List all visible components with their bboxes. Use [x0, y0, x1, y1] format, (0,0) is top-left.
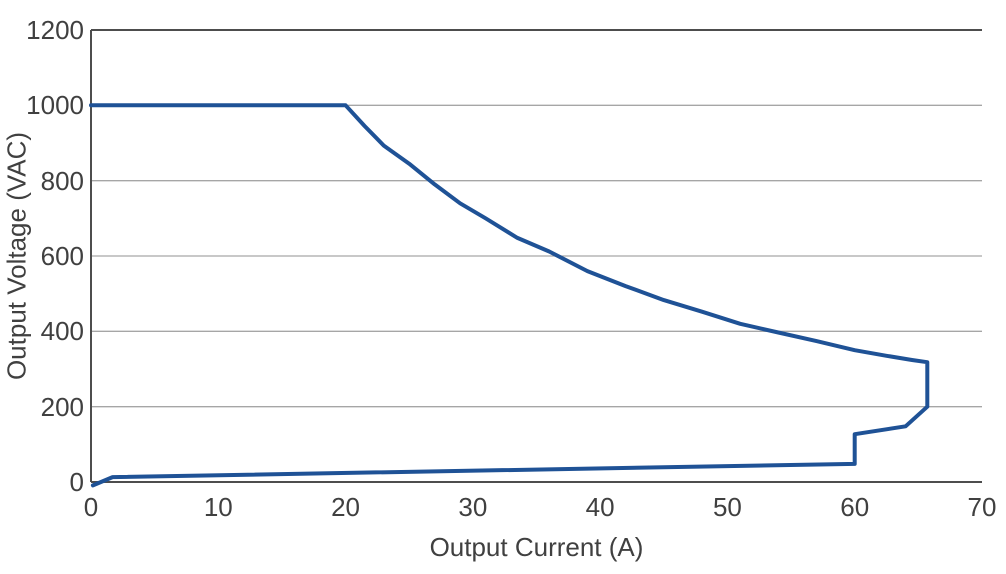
x-tick-label-30: 30	[458, 492, 488, 522]
x-tick-label-40: 40	[585, 492, 615, 522]
voltage-current-operating-envelope-curve	[89, 103, 930, 488]
x-tick-label-50: 50	[712, 492, 742, 522]
y-tick-label-600: 600	[40, 241, 84, 271]
y-tick-label-400: 400	[40, 316, 84, 347]
y-tick-label-1000: 1000	[26, 90, 84, 121]
x-axis-title: Output Current (A)	[429, 532, 644, 562]
x-tick-label-60: 60	[840, 492, 870, 522]
x-tick-label-20: 20	[331, 492, 361, 522]
y-tick-label-0: 0	[69, 467, 84, 497]
y-tick-label-800: 800	[40, 165, 84, 196]
y-tick-label-200: 200	[40, 391, 84, 422]
x-tick-label-70: 70	[967, 492, 997, 522]
x-tick-label-0: 0	[83, 492, 99, 522]
x-tick-label-10: 10	[203, 492, 233, 522]
y-tick-label-1200: 1200	[26, 15, 84, 45]
